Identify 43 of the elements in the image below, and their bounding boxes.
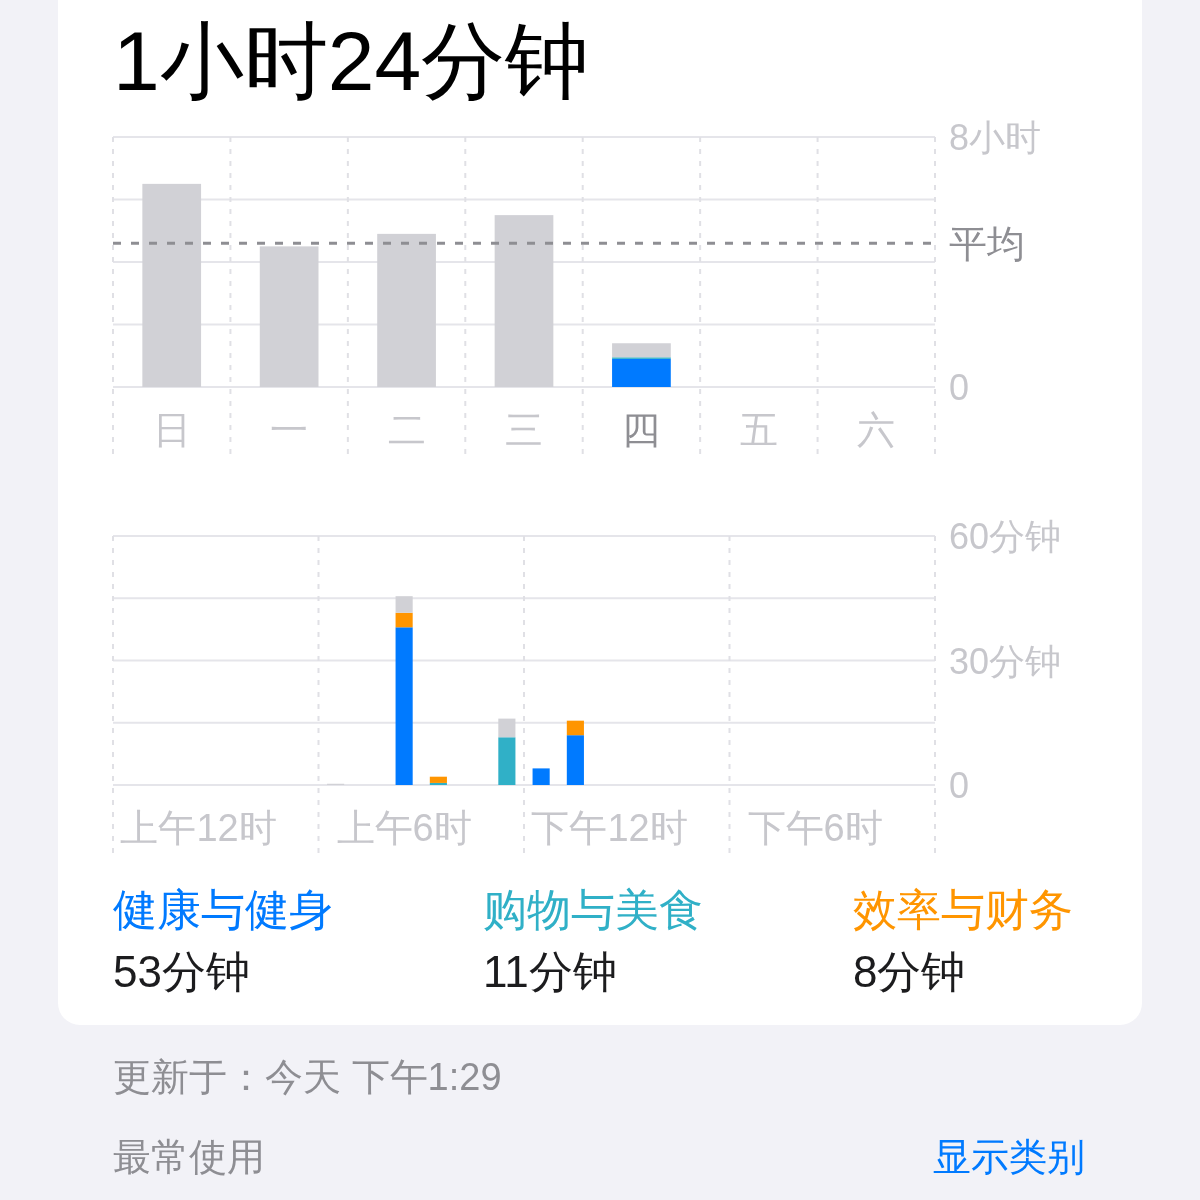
bar [612,358,671,387]
text: 8分钟 [853,947,966,996]
bar [498,737,516,785]
bar [498,718,516,738]
text: 最常使用 [113,1136,265,1178]
y-tick-label: 30分钟 [949,640,1062,682]
x-tick-label: 下午12时 [531,807,688,849]
x-tick-label: 上午12时 [120,807,277,849]
bar [259,246,319,387]
text: 健康与健身 [113,885,333,934]
x-tick-label: 五 [739,409,778,451]
x-tick-label: 下午6时 [747,807,883,849]
y-tick-label: 60分钟 [949,516,1062,557]
bar [429,782,447,785]
chart-title: 1小时24分钟 [113,14,590,108]
x-tick-label: 二 [387,409,426,451]
text: 购物与美食 [483,885,703,934]
y-tick-label: 0 [949,765,970,806]
bar [429,776,447,783]
x-tick-label: 六 [857,409,896,451]
bar [395,627,413,785]
bar [566,735,584,785]
ref-line-label: 平均 [949,223,1025,266]
bar [395,596,413,613]
text: 显示类别 [933,1136,1085,1178]
bar [377,233,436,387]
x-tick-label: 三 [505,409,543,451]
bar [566,720,584,736]
x-tick-label: 上午6时 [336,807,472,849]
bar [494,215,554,387]
y-tick-label: 0 [949,367,970,408]
bar [532,768,550,785]
bar [142,183,202,387]
y-tick-label: 8小时 [949,117,1042,158]
x-tick-label: 一 [270,409,309,451]
text: 11分钟 [483,947,617,996]
x-tick-label: 日 [152,409,191,451]
text: 53分钟 [113,947,250,996]
text: 更新于：今天 下午1:29 [113,1056,502,1098]
bar [612,343,671,358]
text: 效率与财务 [853,885,1073,934]
x-tick-label: 四 [622,409,661,451]
bar [395,612,413,628]
